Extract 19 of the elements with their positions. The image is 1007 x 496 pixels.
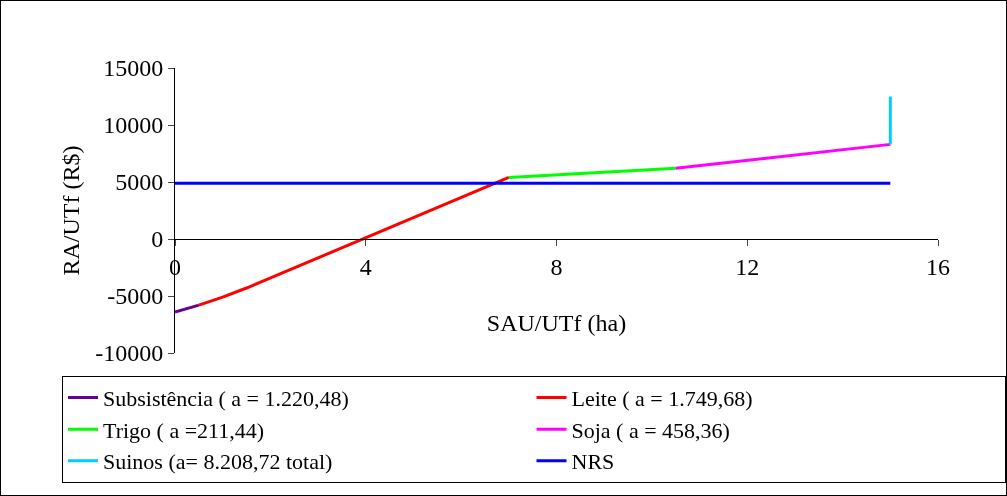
x-tick-label: 8 [550, 253, 563, 280]
legend-label: NRS [571, 449, 615, 475]
y-tick-label: 15000 [103, 55, 164, 82]
legend-label: Subsistência ( a = 1.220,48) [103, 386, 349, 412]
y-tick-label: -5000 [107, 283, 164, 310]
x-tick-label: 4 [359, 253, 372, 280]
line-series [197, 175, 511, 307]
x-tick-label: 16 [926, 253, 950, 280]
legend-label: Leite ( a = 1.749,68) [571, 386, 753, 412]
legend-label: Suinos (a= 8.208,72 total) [103, 449, 333, 475]
y-tick-label: -10000 [95, 340, 164, 367]
y-axis-title: RA/UTf (R$) [58, 145, 85, 276]
legend-label: Soja ( a = 458,36) [571, 417, 730, 443]
y-tick-label: 10000 [103, 112, 164, 139]
x-axis-title: SAU/UTf (ha) [486, 310, 627, 337]
y-tick-label: 0 [151, 226, 164, 253]
y-tick-label: 5000 [115, 169, 164, 196]
legend-label: Trigo ( a =211,44) [103, 417, 265, 443]
x-tick-label: 12 [735, 253, 760, 280]
